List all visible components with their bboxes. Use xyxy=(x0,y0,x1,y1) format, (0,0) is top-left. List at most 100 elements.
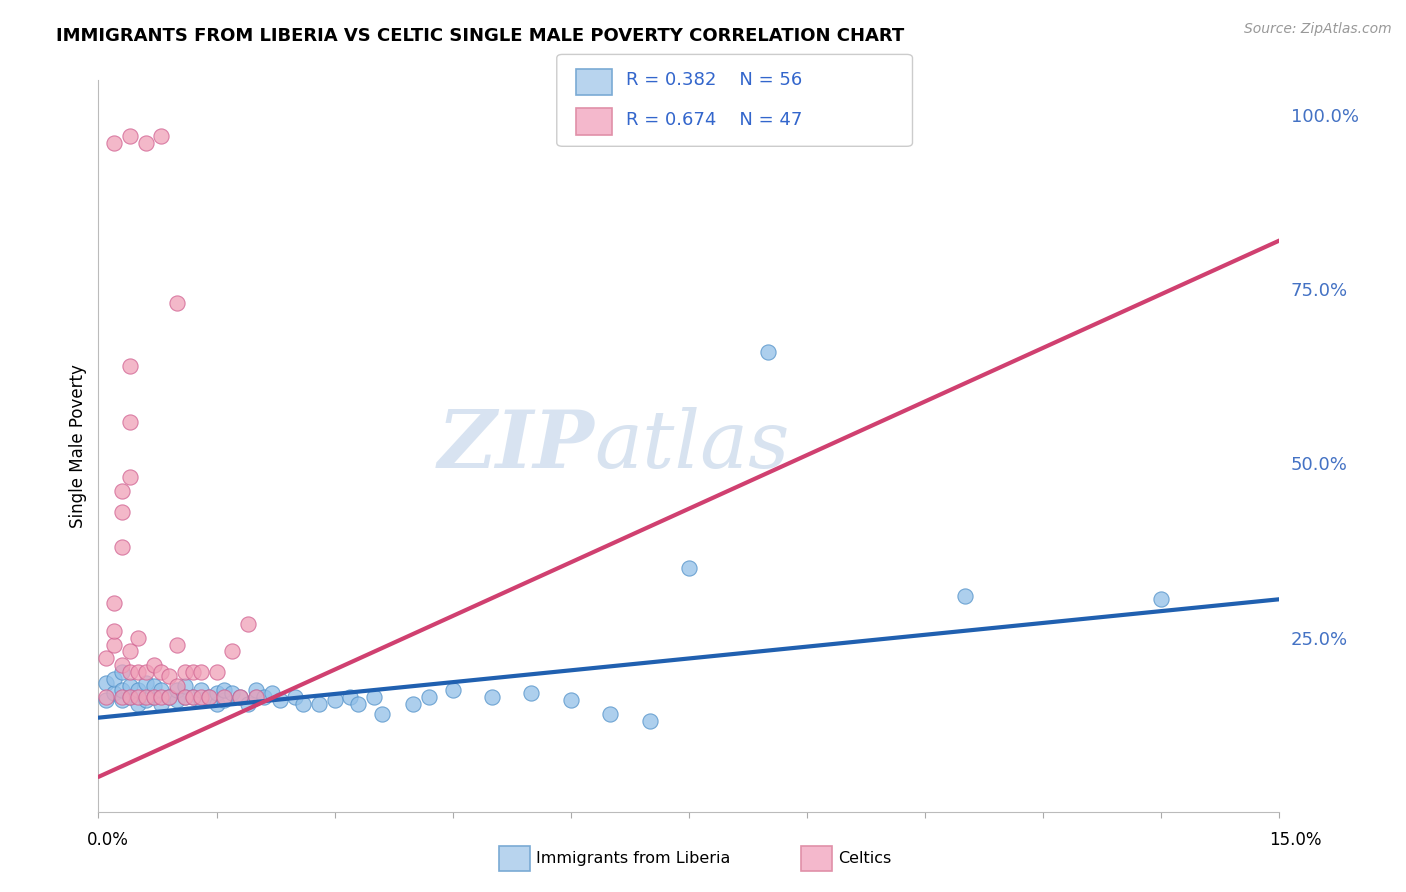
Point xyxy=(142,690,165,704)
Point xyxy=(269,693,291,707)
Point xyxy=(135,136,157,150)
Point xyxy=(166,693,188,707)
Point xyxy=(308,697,330,711)
Point xyxy=(118,359,141,373)
Point xyxy=(197,690,219,704)
Point xyxy=(166,638,188,652)
Point xyxy=(142,658,165,673)
Text: R = 0.382    N = 56: R = 0.382 N = 56 xyxy=(626,71,801,89)
Point xyxy=(111,665,134,680)
Point xyxy=(221,644,243,658)
Point xyxy=(96,651,118,665)
Point xyxy=(292,697,315,711)
Point xyxy=(118,470,141,484)
Point xyxy=(135,665,157,680)
Point xyxy=(678,561,700,575)
Point xyxy=(111,693,134,707)
Point xyxy=(441,682,464,697)
Point xyxy=(157,669,180,683)
Point xyxy=(111,682,134,697)
Point xyxy=(118,679,141,693)
Point xyxy=(236,697,259,711)
Point xyxy=(205,686,228,700)
Point xyxy=(190,682,212,697)
Point xyxy=(418,690,440,704)
Point xyxy=(150,697,173,711)
Point xyxy=(253,690,276,704)
Point xyxy=(638,714,661,728)
Point xyxy=(245,690,267,704)
Point xyxy=(103,596,125,610)
Point xyxy=(599,707,621,722)
Point xyxy=(402,697,425,711)
Point xyxy=(245,682,267,697)
Point xyxy=(214,682,236,697)
Y-axis label: Single Male Poverty: Single Male Poverty xyxy=(69,364,87,528)
Point xyxy=(181,690,204,704)
Text: Immigrants from Liberia: Immigrants from Liberia xyxy=(536,851,730,865)
Text: IMMIGRANTS FROM LIBERIA VS CELTIC SINGLE MALE POVERTY CORRELATION CHART: IMMIGRANTS FROM LIBERIA VS CELTIC SINGLE… xyxy=(56,27,904,45)
Point xyxy=(166,682,188,697)
Point xyxy=(229,690,252,704)
Point xyxy=(190,665,212,680)
Point xyxy=(118,665,141,680)
Point xyxy=(214,693,236,707)
Point xyxy=(229,690,252,704)
Point xyxy=(127,665,149,680)
Point xyxy=(174,665,197,680)
Point xyxy=(150,665,173,680)
Point xyxy=(111,690,134,704)
Point xyxy=(127,690,149,704)
Text: ZIP: ZIP xyxy=(437,408,595,484)
Point xyxy=(166,296,188,310)
Point xyxy=(142,679,165,693)
Point xyxy=(96,676,118,690)
Point xyxy=(150,690,173,704)
Point xyxy=(166,679,188,693)
Point xyxy=(756,345,779,359)
Point xyxy=(174,690,197,704)
Point xyxy=(127,631,149,645)
Point xyxy=(190,690,212,704)
Text: 0.0%: 0.0% xyxy=(87,831,129,849)
Point xyxy=(111,658,134,673)
Point xyxy=(111,484,134,499)
Point xyxy=(103,673,125,687)
Point xyxy=(103,638,125,652)
Point xyxy=(103,136,125,150)
Point xyxy=(181,665,204,680)
Point xyxy=(1150,592,1173,607)
Text: Celtics: Celtics xyxy=(838,851,891,865)
Point xyxy=(560,693,582,707)
Point xyxy=(142,690,165,704)
Point xyxy=(150,682,173,697)
Point xyxy=(197,690,219,704)
Point xyxy=(363,690,385,704)
Point xyxy=(284,690,307,704)
Text: 15.0%: 15.0% xyxy=(1270,831,1322,849)
Point xyxy=(118,128,141,143)
Point xyxy=(520,686,543,700)
Point xyxy=(118,644,141,658)
Point xyxy=(135,693,157,707)
Point xyxy=(181,690,204,704)
Point xyxy=(127,697,149,711)
Point xyxy=(236,616,259,631)
Point xyxy=(174,679,197,693)
Point xyxy=(221,686,243,700)
Point xyxy=(150,128,173,143)
Text: Source: ZipAtlas.com: Source: ZipAtlas.com xyxy=(1244,22,1392,37)
Point xyxy=(953,589,976,603)
Point xyxy=(111,540,134,554)
Text: atlas: atlas xyxy=(595,408,790,484)
Point xyxy=(174,690,197,704)
Point xyxy=(135,676,157,690)
Text: R = 0.674    N = 47: R = 0.674 N = 47 xyxy=(626,111,801,128)
Point xyxy=(347,697,370,711)
Point xyxy=(96,693,118,707)
Point xyxy=(339,690,361,704)
Point xyxy=(103,624,125,638)
Point xyxy=(323,693,346,707)
Point xyxy=(260,686,283,700)
Point xyxy=(214,690,236,704)
